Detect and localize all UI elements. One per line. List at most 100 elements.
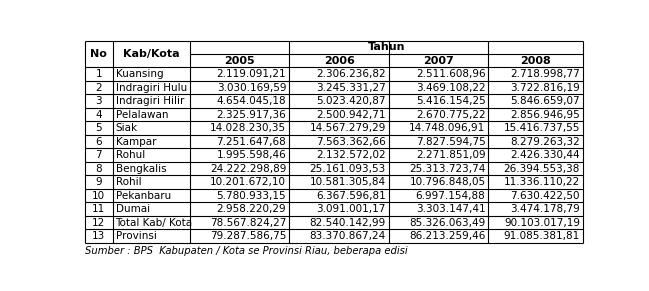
Bar <box>85 95 583 108</box>
Text: 2.500.942,71: 2.500.942,71 <box>316 110 386 120</box>
Text: 7.630.422,50: 7.630.422,50 <box>511 191 580 201</box>
Text: Bengkalis: Bengkalis <box>116 164 166 174</box>
Text: 12: 12 <box>92 218 106 228</box>
Bar <box>85 175 583 189</box>
Text: 10.796.848,05: 10.796.848,05 <box>410 177 485 187</box>
Text: 78.567.824,27: 78.567.824,27 <box>210 218 286 228</box>
Bar <box>85 162 583 175</box>
Text: 2.670.775,22: 2.670.775,22 <box>416 110 485 120</box>
Text: 25.313.723,74: 25.313.723,74 <box>409 164 485 174</box>
Text: 10.201.672,10: 10.201.672,10 <box>210 177 286 187</box>
Text: 24.222.298,89: 24.222.298,89 <box>210 164 286 174</box>
Bar <box>85 108 583 121</box>
Text: 3.245.331,27: 3.245.331,27 <box>316 83 386 93</box>
Text: 2.119.091,21: 2.119.091,21 <box>217 69 286 79</box>
Text: 4.654.045,18: 4.654.045,18 <box>217 96 286 106</box>
Text: 2.325.917,36: 2.325.917,36 <box>217 110 286 120</box>
Text: 2.271.851,09: 2.271.851,09 <box>416 150 485 160</box>
Text: 15.416.737,55: 15.416.737,55 <box>504 123 580 133</box>
Text: 3.474.178,79: 3.474.178,79 <box>510 204 580 214</box>
Text: 7.251.647,68: 7.251.647,68 <box>217 137 286 147</box>
Text: 1.995.598,46: 1.995.598,46 <box>217 150 286 160</box>
Text: 10: 10 <box>92 191 105 201</box>
Text: 3.469.108,22: 3.469.108,22 <box>416 83 485 93</box>
Text: Kuansing: Kuansing <box>116 69 163 79</box>
Text: 82.540.142,99: 82.540.142,99 <box>310 218 386 228</box>
Text: 7.827.594,75: 7.827.594,75 <box>416 137 485 147</box>
Text: 83.370.867,24: 83.370.867,24 <box>310 231 386 241</box>
Text: 8: 8 <box>95 164 102 174</box>
Text: 2008: 2008 <box>520 56 551 66</box>
Text: Total Kab/ Kota: Total Kab/ Kota <box>116 218 193 228</box>
Text: 14.028.230,35: 14.028.230,35 <box>210 123 286 133</box>
Text: 85.326.063,49: 85.326.063,49 <box>410 218 485 228</box>
Bar <box>85 81 583 95</box>
Text: Tahun: Tahun <box>367 42 405 52</box>
Text: 91.085.381,81: 91.085.381,81 <box>504 231 580 241</box>
Text: No: No <box>90 49 107 59</box>
Text: 11: 11 <box>92 204 106 214</box>
Text: 14.748.096,91: 14.748.096,91 <box>410 123 485 133</box>
Text: 86.213.259,46: 86.213.259,46 <box>409 231 485 241</box>
Text: Pekanbaru: Pekanbaru <box>116 191 171 201</box>
Text: 3.722.816,19: 3.722.816,19 <box>510 83 580 93</box>
Text: 6.997.154,88: 6.997.154,88 <box>416 191 485 201</box>
Text: 25.161.093,53: 25.161.093,53 <box>310 164 386 174</box>
Text: 2006: 2006 <box>324 56 354 66</box>
Bar <box>85 121 583 135</box>
Text: 5: 5 <box>95 123 102 133</box>
Text: 90.103.017,19: 90.103.017,19 <box>504 218 580 228</box>
Text: 3: 3 <box>95 96 102 106</box>
Text: Sumber : BPS  Kabupaten / Kota se Provinsi Riau, beberapa edisi: Sumber : BPS Kabupaten / Kota se Provins… <box>85 246 408 255</box>
Text: Indragiri Hilir: Indragiri Hilir <box>116 96 184 106</box>
Text: Dumai: Dumai <box>116 204 150 214</box>
Text: 10.581.305,84: 10.581.305,84 <box>310 177 386 187</box>
Bar <box>85 216 583 229</box>
Text: 13: 13 <box>92 231 106 241</box>
Text: 7.563.362,66: 7.563.362,66 <box>316 137 386 147</box>
Text: Indragiri Hulu: Indragiri Hulu <box>116 83 187 93</box>
Bar <box>85 229 583 243</box>
Text: 6: 6 <box>95 137 102 147</box>
Text: 26.394.553,38: 26.394.553,38 <box>504 164 580 174</box>
Text: 2005: 2005 <box>224 56 255 66</box>
Bar <box>85 148 583 162</box>
Text: 5.846.659,07: 5.846.659,07 <box>511 96 580 106</box>
Text: 2.958.220,29: 2.958.220,29 <box>217 204 286 214</box>
Text: 8.279.263,32: 8.279.263,32 <box>510 137 580 147</box>
Text: 14.567.279,29: 14.567.279,29 <box>310 123 386 133</box>
Text: Kampar: Kampar <box>116 137 156 147</box>
Text: 5.416.154,25: 5.416.154,25 <box>416 96 485 106</box>
Text: 2007: 2007 <box>423 56 454 66</box>
Text: 11.336.110,22: 11.336.110,22 <box>504 177 580 187</box>
Text: 2.856.946,95: 2.856.946,95 <box>510 110 580 120</box>
Text: 79.287.586,75: 79.287.586,75 <box>210 231 286 241</box>
Text: 2.306.236,82: 2.306.236,82 <box>316 69 386 79</box>
Text: 5.023.420,87: 5.023.420,87 <box>316 96 386 106</box>
Bar <box>85 68 583 81</box>
Text: 7: 7 <box>95 150 102 160</box>
Text: Rohul: Rohul <box>116 150 145 160</box>
Text: 2.132.572,02: 2.132.572,02 <box>316 150 386 160</box>
Text: Rohil: Rohil <box>116 177 141 187</box>
Bar <box>85 40 583 68</box>
Text: 3.091.001,17: 3.091.001,17 <box>317 204 386 214</box>
Text: Provinsi: Provinsi <box>116 231 156 241</box>
Text: Kab/Kota: Kab/Kota <box>123 49 179 59</box>
Text: 2: 2 <box>95 83 102 93</box>
Text: 2.511.608,96: 2.511.608,96 <box>416 69 485 79</box>
Bar <box>85 202 583 216</box>
Text: 5.780.933,15: 5.780.933,15 <box>217 191 286 201</box>
Text: Pelalawan: Pelalawan <box>116 110 168 120</box>
Text: 2.426.330,44: 2.426.330,44 <box>511 150 580 160</box>
Text: 4: 4 <box>95 110 102 120</box>
Text: 2.718.998,77: 2.718.998,77 <box>510 69 580 79</box>
Text: 6.367.596,81: 6.367.596,81 <box>316 191 386 201</box>
Text: 9: 9 <box>95 177 102 187</box>
Text: 3.030.169,59: 3.030.169,59 <box>217 83 286 93</box>
Text: 3.303.147,41: 3.303.147,41 <box>416 204 485 214</box>
Bar <box>85 189 583 202</box>
Text: Siak: Siak <box>116 123 138 133</box>
Text: 1: 1 <box>95 69 102 79</box>
Bar <box>85 135 583 148</box>
